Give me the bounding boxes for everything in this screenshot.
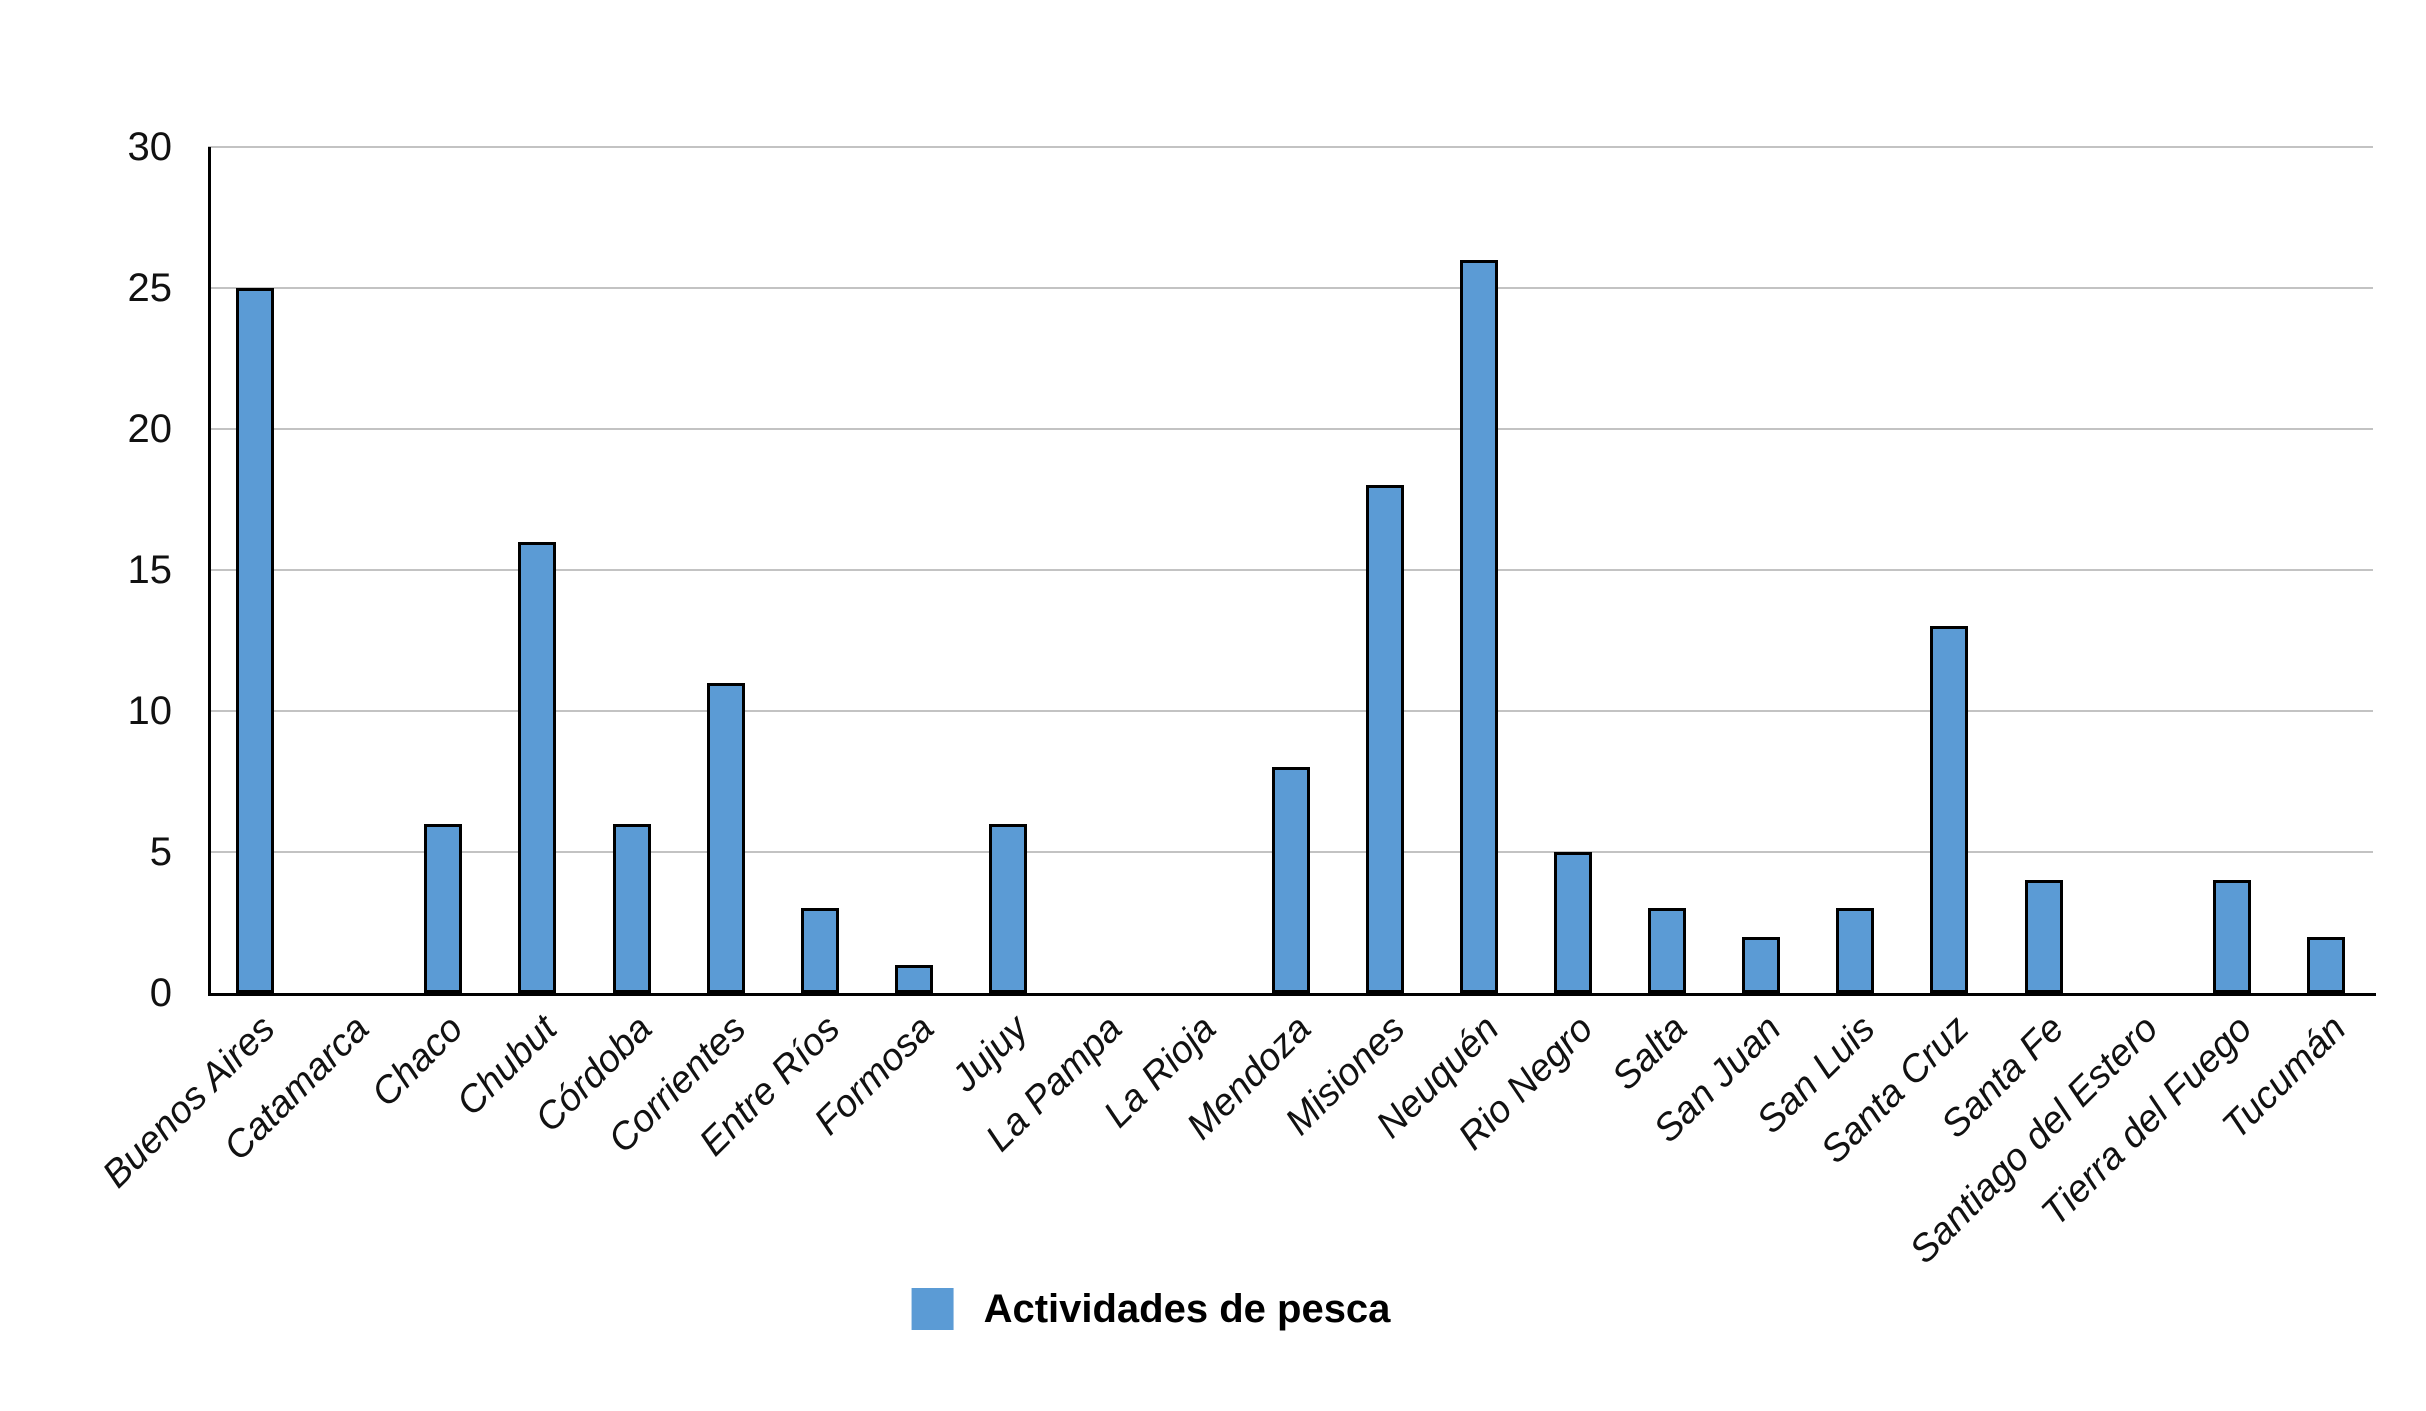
bar-córdoba [612,823,651,993]
bar-salta [1648,908,1687,993]
bar-santa-fe [2024,880,2063,993]
bar-buenos-aires [236,288,275,993]
bar-chubut [518,541,557,993]
bar-san-luis [1836,908,1875,993]
bar-santa-cruz [1930,626,1969,993]
y-tick-label-25: 25 [127,266,173,310]
bar-chaco [424,823,463,993]
bar-neuquén [1459,259,1498,993]
bar-misiones [1365,485,1404,993]
legend-swatch [911,1288,954,1330]
y-tick-label-0: 0 [149,971,172,1015]
y-tick-label-30: 30 [127,125,173,169]
bar-formosa [894,964,933,993]
gridline-10 [208,710,2373,712]
legend-label: Actividades de pesca [983,1287,1391,1331]
gridline-15 [208,569,2373,571]
x-axis-line [208,993,2376,996]
y-tick-label-15: 15 [127,548,173,592]
bar-san-juan [1742,936,1781,993]
bar-mendoza [1271,767,1310,993]
bar-entre-ríos [800,908,839,993]
y-tick-label-5: 5 [149,830,172,874]
bar-corrientes [706,682,745,993]
y-tick-label-20: 20 [127,407,173,451]
gridline-30 [208,146,2373,148]
y-tick-label-10: 10 [127,689,173,733]
gridline-20 [208,428,2373,430]
bar-tierra-del-fuego [2212,880,2251,993]
plot-area [208,146,2373,993]
bar-rio-negro [1553,852,1592,993]
y-axis-line [208,147,211,996]
bar-tucumán [2306,936,2345,993]
bar-jujuy [989,823,1028,993]
gridline-25 [208,287,2373,289]
legend: Actividades de pesca [911,1287,1391,1331]
